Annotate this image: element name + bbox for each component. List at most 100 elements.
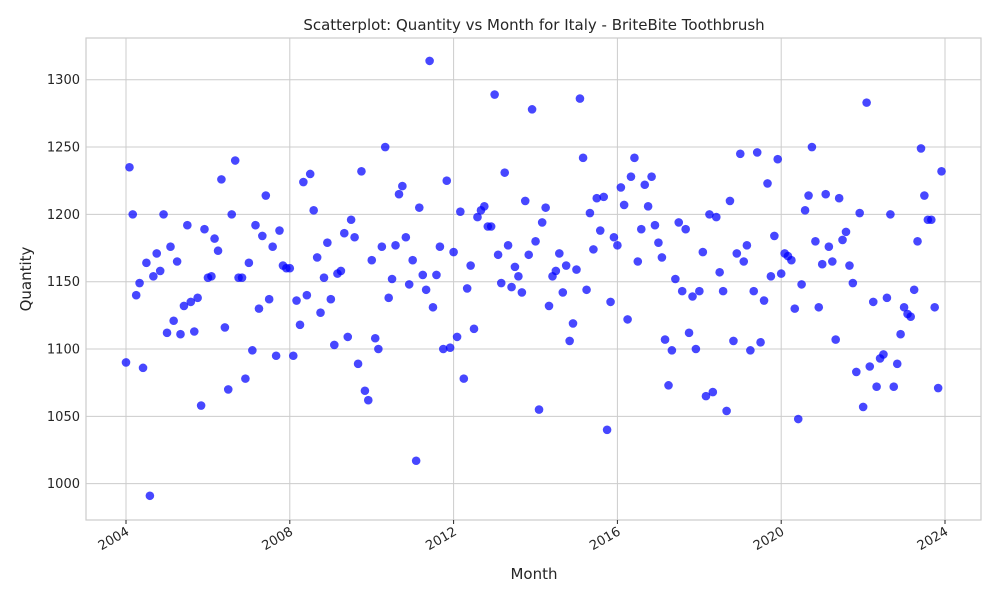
scatter-point — [534, 405, 544, 414]
scatter-point — [746, 346, 755, 355]
scatter-point — [688, 292, 697, 301]
y-axis-ticks: 1000 1050 1100 1150 1200 1250 1300 — [47, 73, 80, 492]
scatter-point — [268, 242, 277, 251]
scatter-point — [695, 286, 704, 296]
scatter-point — [408, 255, 417, 265]
scatter-point — [862, 98, 871, 107]
scatter-point — [445, 343, 455, 352]
scatter-point — [486, 222, 496, 231]
scatter-point — [537, 218, 547, 227]
scatter-point — [312, 253, 322, 262]
scatter-point — [718, 286, 728, 296]
scatter-point — [166, 242, 175, 251]
scatter-point — [589, 245, 598, 254]
scatter-point — [261, 191, 271, 200]
scatter-point — [456, 207, 465, 216]
scatter-point — [217, 175, 226, 184]
scatter-point — [834, 193, 844, 203]
scatter-point — [500, 168, 510, 177]
scatter-point — [800, 206, 810, 215]
scatter-point — [619, 200, 629, 210]
y-tick-label: 1250 — [47, 141, 80, 156]
y-tick-label: 1050 — [47, 410, 80, 425]
scatter-point — [626, 172, 636, 181]
scatter-point — [207, 272, 216, 281]
scatter-point — [186, 297, 196, 307]
scatter-point — [852, 367, 861, 377]
scatter-point — [295, 320, 305, 330]
scatter-point — [507, 282, 516, 292]
scatter-point — [892, 359, 902, 369]
scatter-point — [633, 257, 643, 266]
chart-title: Scatterplot: Quantity vs Month for Italy… — [303, 16, 764, 34]
x-tick-label: 2016 — [587, 524, 623, 554]
scatter-point — [705, 210, 714, 219]
scatter-point — [380, 142, 390, 152]
scatter-point — [183, 220, 192, 230]
scatter-point — [838, 235, 847, 245]
scatter-point — [561, 261, 571, 270]
scatter-point — [524, 250, 534, 260]
scatter-point — [503, 241, 513, 250]
scatter-point — [773, 154, 783, 164]
scatter-point — [889, 382, 899, 392]
scatter-point — [493, 250, 503, 260]
scatter-point — [616, 183, 626, 192]
scatter-point — [725, 196, 735, 206]
scatter-point — [363, 395, 373, 405]
scatter-point — [742, 241, 752, 250]
scatter-point — [595, 226, 605, 235]
scatter-point — [138, 363, 148, 373]
scatter-point — [565, 336, 574, 346]
scatter-point — [657, 253, 667, 262]
x-tick-label: 2004 — [96, 524, 132, 554]
scatter-point — [353, 359, 363, 369]
scatter-point — [722, 406, 731, 416]
y-tick-label: 1200 — [47, 208, 80, 223]
scatter-point — [920, 191, 929, 200]
scatter-point — [428, 302, 438, 312]
scatter-point — [367, 255, 377, 265]
scatter-point — [421, 285, 431, 295]
scatter-point — [305, 169, 315, 179]
scatter-point — [196, 401, 206, 410]
scatter-point — [811, 237, 820, 246]
scatter-point — [155, 266, 165, 276]
scatter-point — [517, 288, 527, 297]
scatter-point — [336, 266, 346, 276]
scatter-point — [323, 238, 332, 247]
scatter-point — [230, 156, 240, 165]
scatter-point — [763, 179, 772, 188]
scatter-point — [449, 247, 458, 257]
scatter-point — [787, 255, 796, 265]
scatter-point — [671, 274, 680, 284]
scatter-point — [684, 328, 694, 338]
scatter-point — [425, 56, 434, 66]
scatter-point — [749, 286, 759, 296]
scatter-point — [817, 259, 827, 269]
scatter-point — [319, 273, 329, 282]
scatter-point — [179, 301, 189, 311]
scatter-point — [828, 257, 837, 266]
scatter-point — [585, 208, 595, 218]
scatter-point — [735, 149, 745, 159]
scatter-point — [868, 297, 878, 307]
scatter-point — [906, 312, 915, 322]
scatter-point — [411, 456, 421, 466]
x-tick-label: 2008 — [260, 524, 296, 554]
scatter-point — [807, 142, 817, 152]
scatter-point — [606, 297, 615, 307]
scatter-point — [210, 234, 219, 243]
scatter-point — [169, 316, 178, 326]
scatter-point — [647, 172, 656, 181]
scatter-point — [258, 231, 267, 241]
scatter-point — [125, 162, 134, 172]
y-tick-label: 1150 — [47, 275, 80, 290]
scatter-point — [759, 296, 769, 305]
scatter-point — [841, 227, 851, 237]
scatter-point — [374, 344, 383, 354]
scatter-point — [698, 247, 708, 257]
scatter-point — [797, 280, 806, 289]
scatter-point — [814, 302, 824, 312]
scatter-point — [821, 189, 831, 199]
